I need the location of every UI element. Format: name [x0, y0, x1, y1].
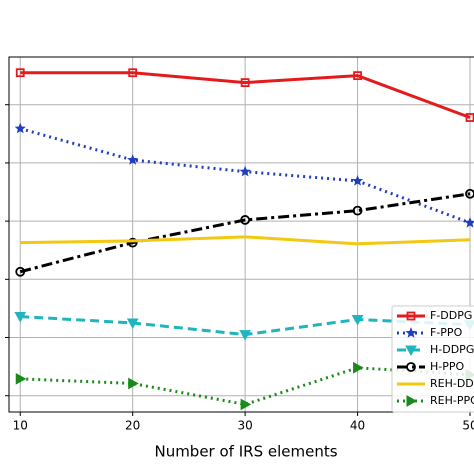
data-point [239, 165, 251, 177]
data-point [15, 372, 27, 385]
legend-marker [406, 395, 418, 407]
legend-label: F-DDPG [430, 309, 472, 322]
legend-label: REH-DDPG [430, 377, 474, 390]
series-line [20, 71, 471, 119]
data-point [351, 314, 364, 326]
data-point [14, 122, 26, 134]
legend-label: H-DDPG [430, 343, 474, 356]
x-tick-label: 20 [125, 419, 140, 433]
legend-label: REH-PPO [430, 394, 474, 407]
data-point [126, 318, 139, 329]
data-point [353, 71, 362, 81]
data-point [352, 175, 364, 186]
data-point [240, 398, 252, 411]
data-point [15, 266, 26, 277]
x-tick-label: 50 [462, 419, 474, 433]
data-point [353, 361, 364, 374]
legend: F-DDPG F-PPO H-DDPG H-PPO REH-DDPG REH-PPO [391, 305, 474, 413]
data-point [240, 78, 250, 88]
x-tick-label: 10 [13, 419, 28, 433]
data-point [127, 237, 138, 248]
series-line [20, 235, 471, 246]
data-point [464, 217, 474, 228]
legend-marker [405, 345, 417, 357]
legend-label: F-PPO [430, 326, 463, 339]
data-point [239, 330, 251, 341]
x-tick-label: 40 [350, 419, 365, 433]
data-point [128, 377, 139, 390]
data-point [240, 215, 251, 225]
data-point [352, 205, 363, 216]
legend-marker [406, 311, 416, 321]
legend-marker [406, 362, 416, 372]
x-tick-label: 30 [237, 419, 252, 433]
plot-frame [8, 56, 474, 413]
legend-marker [405, 327, 417, 338]
series-line [19, 192, 471, 274]
legend-label: H-PPO [430, 360, 465, 373]
x-axis-label: Number of IRS elements [154, 443, 337, 461]
data-point [127, 154, 139, 165]
data-point [465, 188, 474, 199]
data-point [15, 68, 25, 78]
data-point [128, 68, 138, 78]
data-point [14, 312, 27, 323]
